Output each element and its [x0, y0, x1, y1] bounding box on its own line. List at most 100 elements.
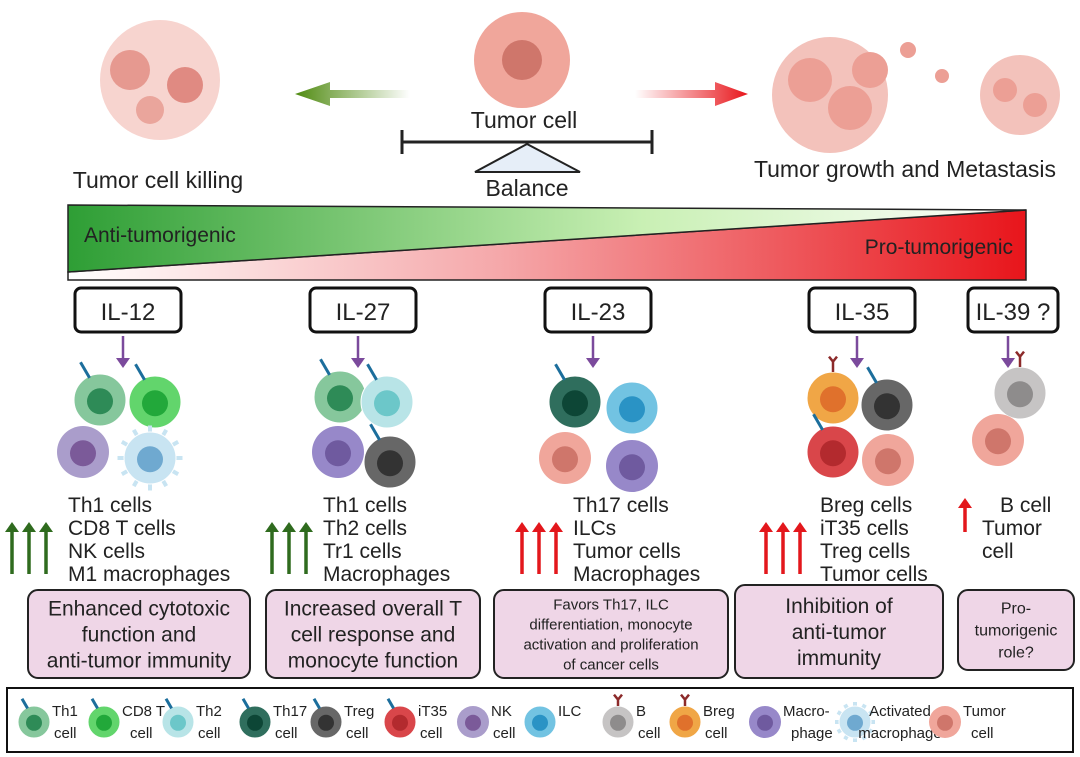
- b-cell-icon: [993, 350, 1047, 420]
- legend-item-th1: Th1 cell: [17, 698, 78, 742]
- legend-label: B: [636, 703, 646, 720]
- cell-list-item: NK cells: [68, 540, 145, 563]
- nk-cell-icon: [57, 426, 109, 478]
- balance-scale: [400, 130, 654, 173]
- anti-tumorigenic-wedge: [67, 204, 1027, 273]
- it35-cell-icon: [383, 698, 417, 739]
- cell-list-item: Macrophages: [323, 563, 450, 586]
- actmac-cell-icon: [835, 702, 875, 742]
- interleukin-label: IL-35: [835, 299, 890, 326]
- cell-list-item: cell: [982, 540, 1014, 563]
- effect-text: immunity: [797, 647, 882, 670]
- interleukin-box: [308, 286, 418, 334]
- nk-cell-icon: [457, 706, 489, 738]
- arrowhead-icon: [850, 358, 864, 368]
- legend-label: cell: [198, 725, 221, 742]
- th1-cell-icon: [313, 358, 367, 424]
- legend-item-th17: Th17 cell: [238, 698, 307, 742]
- tumor-growth-illustration: [772, 37, 1060, 153]
- effect-text: monocyte function: [288, 649, 458, 672]
- legend-item-cd8: CD8 T cell: [87, 698, 165, 742]
- cell-list-item: Th1 cells: [68, 494, 152, 517]
- th1-cell-icon: [17, 698, 51, 739]
- ilc-cell-icon: [523, 705, 557, 739]
- legend-label: Th2: [196, 703, 222, 720]
- effect-box: [734, 584, 944, 679]
- cell-list-item: Tumor cells: [573, 540, 681, 563]
- legend-label: Breg: [703, 703, 735, 720]
- th2-cell-icon: [161, 698, 195, 739]
- effect-text: cell response and: [291, 623, 456, 646]
- effect-box: [957, 589, 1075, 671]
- metastasis-label: Tumor growth and Metastasis: [754, 156, 1056, 182]
- cell-list-item: Th1 cells: [323, 494, 407, 517]
- breg-cell-icon: [668, 693, 702, 739]
- tumor-cell-illustration: [474, 12, 570, 108]
- effect-text: tumorigenic: [975, 623, 1058, 640]
- effect-text: differentiation, monocyte: [529, 616, 692, 633]
- legend-item-th2: Th2 cell: [161, 698, 222, 742]
- legend-label: CD8 T: [122, 703, 165, 720]
- tumor-killing-illustration: [100, 20, 220, 140]
- tumor-killing-label: Tumor cell killing: [73, 167, 243, 193]
- legend-item-tumor: Tumor cell: [929, 703, 1006, 742]
- mac-cell-icon: [312, 426, 364, 478]
- mac-cell-icon: [606, 440, 658, 492]
- legend-item-treg: Treg cell: [309, 698, 374, 742]
- cell-list-item: Th2 cells: [323, 517, 407, 540]
- cell-list-item: Th17 cells: [573, 494, 669, 517]
- interleukin-label: IL-23: [571, 299, 626, 326]
- pro-tumorigenic-label: Pro-tumorigenic: [865, 236, 1013, 259]
- interleukin-label: IL-39 ?: [976, 299, 1051, 326]
- cell-list-item: CD8 T cells: [68, 517, 176, 540]
- cd8-cell-icon: [128, 363, 182, 429]
- legend-label: Activated: [869, 703, 931, 720]
- legend-label: NK: [491, 703, 512, 720]
- legend-label: phage: [791, 725, 833, 742]
- effect-text: Pro-: [1001, 601, 1031, 618]
- it35-cell-icon: [806, 413, 860, 479]
- legend-item-it35: iT35 cell: [383, 698, 447, 742]
- mac-cell-icon: [749, 706, 781, 738]
- legend-label: cell: [705, 725, 728, 742]
- legend-label: Tumor: [963, 703, 1006, 720]
- legend-item-breg: Breg cell: [668, 693, 735, 742]
- cell-list-item: iT35 cells: [820, 517, 909, 540]
- treg-cell-icon: [309, 698, 343, 739]
- tumor-cell-icon: [972, 414, 1024, 466]
- anti-tumorigenic-label: Anti-tumorigenic: [84, 224, 236, 247]
- legend-label: cell: [275, 725, 298, 742]
- treg-cell-icon: [860, 366, 914, 432]
- cell-list-item: ILCs: [573, 517, 616, 540]
- arrowhead-icon: [351, 358, 365, 368]
- effect-box: [27, 589, 251, 679]
- effect-text: role?: [998, 645, 1034, 662]
- legend-label: Treg: [344, 703, 374, 720]
- interleukin-label: IL-27: [336, 299, 391, 326]
- cell-list-item: Tr1 cells: [323, 540, 402, 563]
- tumor-cell-label: Tumor cell: [471, 107, 578, 133]
- actmac-cell-icon: [117, 425, 183, 491]
- legend-label: cell: [420, 725, 443, 742]
- legend-label: Th17: [273, 703, 307, 720]
- legend-item-ilc: ILC: [523, 703, 582, 739]
- arrowhead-icon: [116, 358, 130, 368]
- legend-item-mac: Macro-phage: [749, 703, 833, 742]
- arrowhead-icon: [1001, 358, 1015, 368]
- effect-text: function and: [82, 623, 196, 646]
- cd8-cell-icon: [87, 698, 121, 739]
- legend-label: cell: [130, 725, 153, 742]
- interleukin-box: [966, 286, 1060, 334]
- interleukin-box: [73, 286, 183, 334]
- legend-label: ILC: [558, 703, 582, 720]
- legend-label: cell: [346, 725, 369, 742]
- treg-cell-icon: [363, 423, 417, 489]
- arrow-right-red: [635, 82, 748, 106]
- effect-box: [493, 589, 729, 679]
- interleukin-box: [807, 286, 917, 334]
- legend-item-actmac: Activated macrophage: [835, 702, 942, 742]
